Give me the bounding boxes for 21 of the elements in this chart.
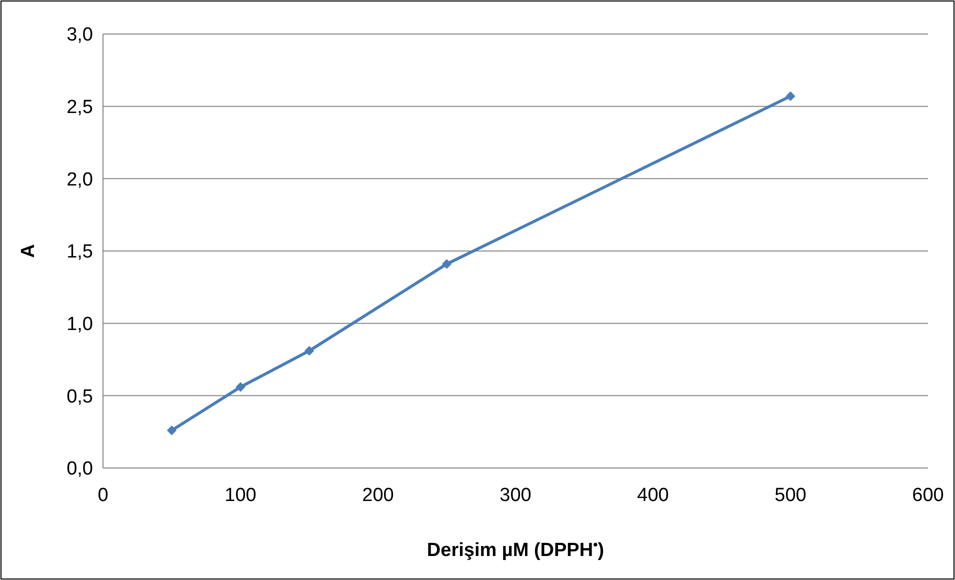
x-tick-label: 300 — [500, 485, 532, 506]
y-axis-title: A — [18, 244, 39, 258]
x-tick-label: 200 — [362, 485, 394, 506]
x-tick-label: 500 — [774, 485, 806, 506]
x-tick-label: 0 — [98, 485, 108, 506]
y-tick-label: 1,5 — [66, 242, 93, 263]
point — [786, 91, 796, 102]
x-tick-label: 400 — [637, 485, 669, 506]
point — [236, 382, 246, 392]
point — [442, 259, 452, 269]
x-tick-label: 600 — [912, 485, 944, 506]
point — [304, 346, 314, 356]
x-axis-title: Derişim µM (DPPH$^{•}$) — [426, 536, 604, 561]
y-tick-label: 0,5 — [66, 386, 93, 408]
point — [166, 426, 177, 436]
y-tick-label: 2,5 — [66, 96, 93, 118]
y-tick-label: 3,0 — [66, 24, 93, 46]
y-tick-label: 2,0 — [66, 169, 93, 190]
x-tick-label: 100 — [224, 485, 256, 506]
y-tick-label: 0,0 — [66, 458, 93, 480]
y-tick-label: 1,0 — [66, 314, 93, 335]
